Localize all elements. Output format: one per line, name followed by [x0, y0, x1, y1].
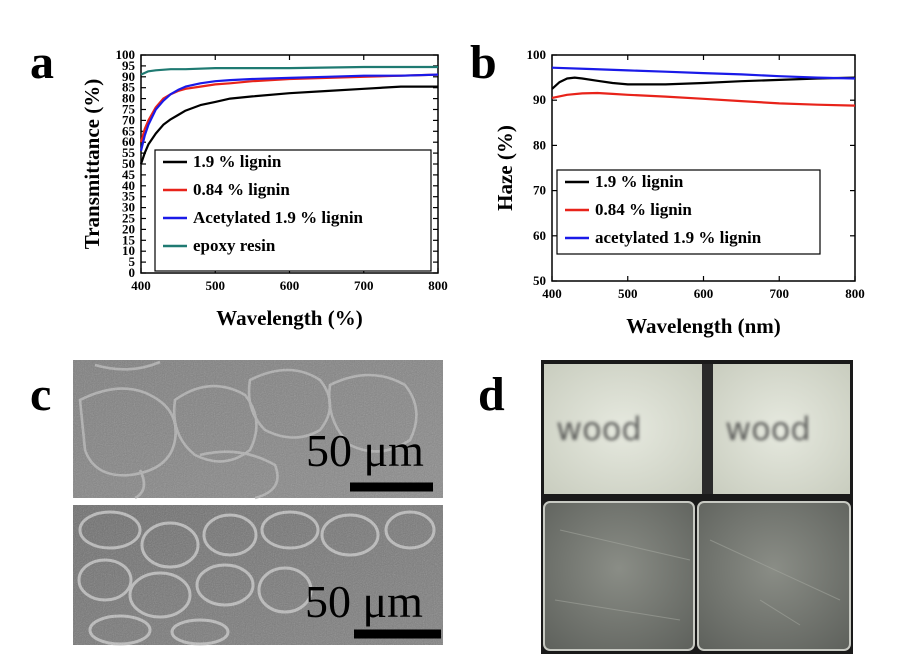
series-line-0 [139, 85, 438, 165]
x-tick-label: 700 [770, 286, 790, 301]
scale-label-bottom: 50 μm [305, 576, 423, 627]
chart-a: 400 500 600 700 800 0510152025303540455055606… [80, 47, 448, 330]
x-tick-label: 600 [694, 286, 714, 301]
y-tick-label: 75 [122, 102, 136, 117]
y-axis-label: Transmittance (%) [80, 79, 104, 250]
y-tick-label: 45 [122, 167, 136, 182]
y-tick-label: 10 [122, 243, 135, 258]
y-tick-label: 5 [129, 254, 136, 269]
y-tick-label: 80 [533, 137, 546, 152]
series-line-2 [139, 73, 439, 152]
legend-box [556, 169, 821, 255]
x-axis-label: Wavelength (nm) [626, 314, 781, 338]
x-tick-label: 500 [618, 286, 638, 301]
y-tick-label: 70 [122, 112, 135, 127]
x-tick-label: 800 [428, 278, 448, 293]
legend-label-2: Acetylated 1.9 % lignin [193, 208, 364, 227]
panel-label-b: b [470, 36, 497, 89]
x-tick-label: 400 [131, 278, 151, 293]
y-axis-label: Haze (%) [493, 125, 517, 211]
y-tick-label: 100 [527, 47, 547, 62]
y-tick-label: 95 [122, 58, 136, 73]
photo-text-right: wood [725, 410, 811, 448]
legend-label-3: epoxy resin [193, 236, 276, 255]
y-tick-label: 60 [122, 134, 135, 149]
y-tick-label: 50 [122, 156, 135, 171]
x-tick-label: 400 [542, 286, 562, 301]
x-tick-label: 700 [354, 278, 374, 293]
sem-micrograph-top: 50 μm [73, 360, 443, 500]
series-line-1 [139, 73, 439, 143]
x-axis-label: Wavelength (%) [216, 306, 362, 330]
legend-label-2: acetylated 1.9 % lignin [595, 228, 762, 247]
scale-label-top: 50 μm [306, 425, 424, 476]
series-line-3 [140, 65, 438, 76]
photo-transparent-wood: wood wood [541, 360, 853, 654]
y-tick-label: 35 [122, 189, 136, 204]
x-tick-label: 500 [206, 278, 226, 293]
y-tick-label: 20 [122, 221, 135, 236]
y-tick-label: 0 [129, 265, 136, 280]
legend-label-1: 0.84 % lignin [595, 200, 692, 219]
photo-text-left: wood [556, 410, 642, 448]
y-tick-label: 100 [116, 47, 136, 62]
y-tick-label: 85 [122, 80, 136, 95]
y-tick-label: 70 [533, 183, 546, 198]
y-tick-label: 80 [122, 91, 135, 106]
series-line-0 [551, 76, 856, 90]
y-tick-label: 60 [533, 228, 546, 243]
legend-label-0: 1.9 % lignin [595, 172, 684, 191]
y-tick-label: 90 [122, 69, 135, 84]
legend-label-1: 0.84 % lignin [193, 180, 290, 199]
legend-label-0: 1.9 % lignin [193, 152, 282, 171]
series-line-1 [551, 91, 856, 107]
legend-box [154, 149, 432, 272]
y-tick-label: 25 [122, 211, 136, 226]
y-tick-label: 30 [122, 200, 135, 215]
sem-micrograph-bottom: 50 μm [73, 505, 443, 646]
y-tick-label: 65 [122, 123, 136, 138]
x-tick-label: 600 [280, 278, 300, 293]
x-tick-label: 800 [845, 286, 865, 301]
y-tick-label: 55 [122, 145, 136, 160]
y-tick-label: 50 [533, 273, 546, 288]
y-tick-label: 15 [122, 232, 136, 247]
y-tick-label: 40 [122, 178, 135, 193]
series-line-2 [551, 66, 856, 80]
y-tick-label: 90 [533, 92, 546, 107]
panel-label-d: d [478, 368, 505, 421]
panel-label-c: c [30, 368, 51, 421]
chart-b: 400 500 600 700 800 50 60 70 80 90 100 Wavelength (… [493, 47, 865, 338]
panel-label-a: a [30, 36, 54, 89]
